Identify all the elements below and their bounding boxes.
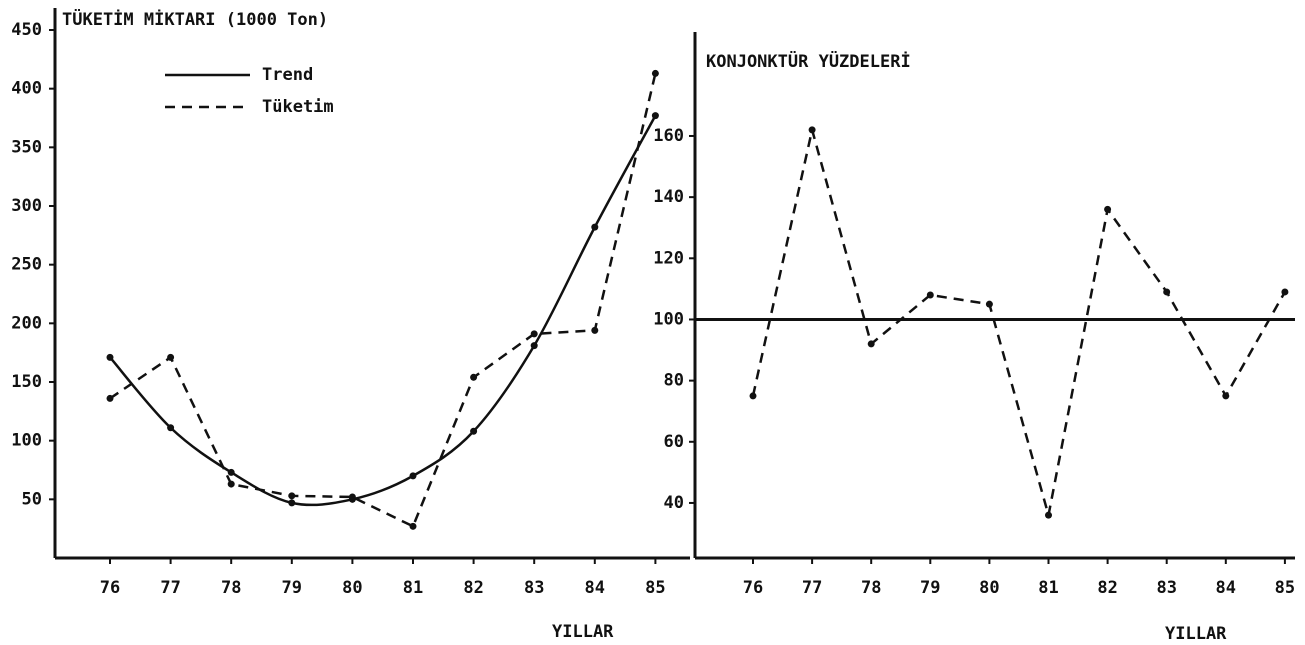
point (167, 353, 175, 361)
y-tick-label: 120 (653, 248, 684, 268)
point (1163, 288, 1171, 296)
point (591, 326, 599, 334)
x-tick-label: 84 (1216, 578, 1236, 598)
point (288, 492, 296, 500)
y-tick-label: 40 (664, 493, 684, 513)
series-line (751, 129, 1286, 516)
point (348, 493, 356, 501)
x-tick-label: 76 (100, 578, 120, 598)
point (470, 427, 478, 435)
x-tick-label: 78 (861, 578, 881, 598)
x-tick-label: 79 (920, 578, 940, 598)
y-tick-label: 50 (22, 489, 42, 509)
x-tick-label: 83 (1156, 578, 1176, 598)
x-tick-label: 82 (463, 578, 483, 598)
x-tick-label: 78 (221, 578, 241, 598)
y-tick-label: 150 (11, 372, 42, 392)
x-tick-label: 84 (585, 578, 605, 598)
chart-title: TÜKETİM MİKTARI (1000 Ton) (62, 8, 328, 30)
x-tick-label: 77 (160, 578, 180, 598)
point (867, 340, 875, 348)
x-tick-label: 79 (282, 578, 302, 598)
point (1045, 511, 1052, 519)
point (1281, 288, 1289, 296)
x-tick-label: 83 (524, 578, 544, 598)
point (288, 499, 296, 507)
legend-label: Trend (262, 65, 313, 85)
y-tick-label: 100 (653, 309, 684, 329)
x-tick-label: 85 (1275, 578, 1295, 598)
y-tick-label: 300 (11, 196, 42, 216)
point (985, 300, 993, 308)
point (1104, 205, 1112, 213)
y-tick-label: 400 (11, 79, 42, 99)
point (808, 126, 816, 134)
y-tick-label: 160 (653, 126, 684, 146)
point (926, 291, 934, 299)
x-tick-label: 81 (403, 578, 423, 598)
series-line (109, 115, 657, 507)
point (651, 69, 659, 77)
point (227, 480, 235, 488)
x-tick-label: 81 (1038, 578, 1058, 598)
point (1222, 392, 1230, 400)
x-tick-label: 77 (802, 578, 822, 598)
point (530, 342, 538, 350)
point (106, 394, 114, 402)
point (530, 330, 538, 338)
point (591, 223, 599, 231)
x-tick-label: 82 (1097, 578, 1117, 598)
y-tick-label: 200 (11, 313, 42, 333)
series-line (109, 73, 657, 529)
y-tick-label: 140 (653, 187, 684, 207)
x-axis-label: YILLAR (1165, 624, 1227, 644)
x-axis-label: YILLAR (552, 622, 614, 642)
point (749, 392, 757, 400)
y-tick-label: 250 (11, 255, 42, 275)
legend-label: Tüketim (262, 97, 334, 117)
point (106, 353, 114, 361)
x-tick-label: 80 (979, 578, 999, 598)
y-tick-label: 350 (11, 137, 42, 157)
y-tick-label: 100 (11, 431, 42, 451)
point (167, 424, 175, 432)
point (409, 522, 417, 530)
y-tick-label: 60 (664, 432, 684, 452)
x-tick-label: 76 (743, 578, 763, 598)
chart-title: KONJONKTÜR YÜZDELERİ (706, 50, 911, 72)
x-tick-label: 85 (645, 578, 665, 598)
point (651, 112, 659, 120)
y-tick-label: 80 (664, 371, 684, 391)
y-tick-label: 450 (11, 20, 42, 40)
point (470, 373, 478, 381)
point (227, 468, 235, 476)
point (409, 472, 417, 480)
x-tick-label: 80 (342, 578, 362, 598)
